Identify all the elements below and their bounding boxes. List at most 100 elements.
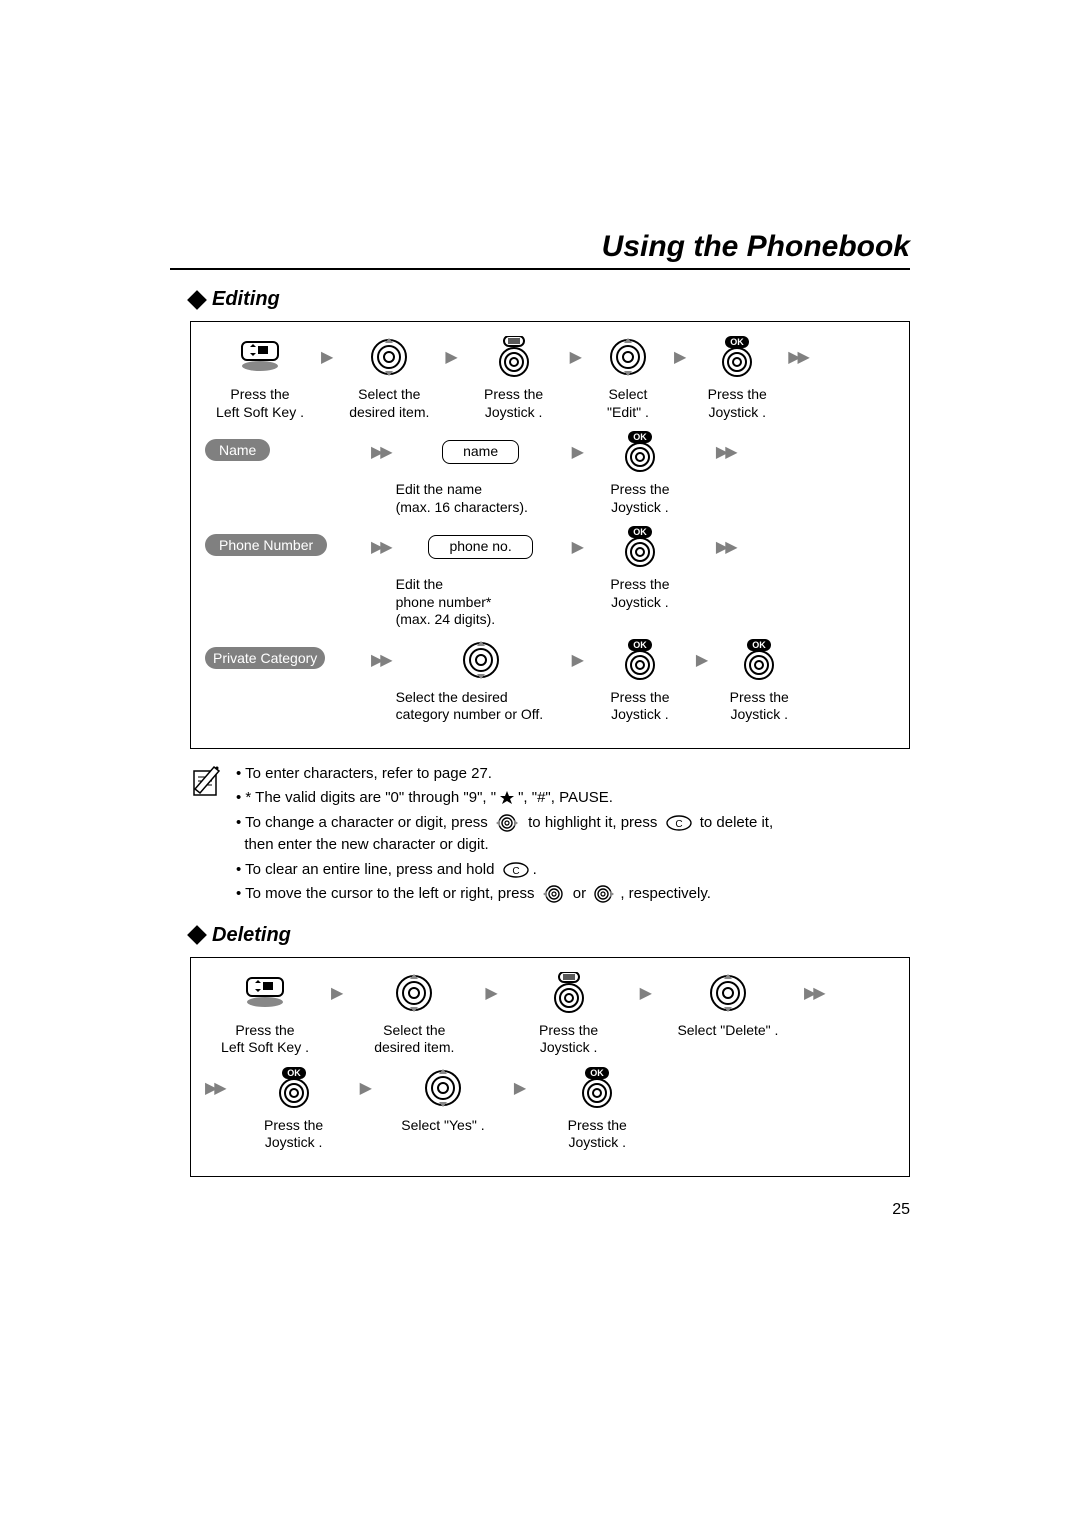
step-select-delete: Select "Delete" .	[658, 970, 798, 1040]
joystick-updown-icon	[708, 971, 748, 1015]
arrow-icon: ▶	[674, 334, 686, 380]
note-icon	[190, 763, 224, 908]
joystick-updown-icon	[394, 971, 434, 1015]
phone-pill: Phone Number	[205, 534, 327, 556]
c-key-icon	[666, 815, 692, 831]
step-edit-phone: phone no. Edit the phone number* (max. 2…	[396, 524, 566, 629]
joystick-updown-icon	[369, 335, 409, 379]
c-key-icon	[503, 862, 529, 878]
step-select-item: Select the desired item.	[349, 970, 479, 1057]
caption: Select the desired category number or Of…	[396, 689, 566, 724]
step-left-soft-key: Press the Left Soft Key .	[205, 334, 315, 421]
deleting-flow-box: Press the Left Soft Key . ▶ Select the d…	[190, 957, 910, 1177]
caption: Press the Joystick .	[708, 386, 767, 421]
step-select-item: Select the desired item.	[339, 334, 439, 421]
step-select-edit: Select "Edit" .	[588, 334, 668, 421]
diamond-bullet-icon	[187, 925, 207, 945]
diamond-bullet-icon	[187, 290, 207, 310]
category-pill: Private Category	[205, 647, 325, 669]
joystick-ok-icon	[620, 431, 660, 473]
page-number: 25	[892, 1201, 910, 1218]
caption: Press the Joystick .	[539, 1022, 598, 1057]
double-arrow-icon: ▶▶	[716, 429, 735, 475]
editing-flow-box: Press the Left Soft Key . ▶ Select the d…	[190, 321, 910, 749]
menu-joystick-icon	[549, 972, 589, 1014]
soft-key-icon	[243, 976, 287, 1010]
arrow-icon: ▶	[572, 637, 584, 683]
double-arrow-icon: ▶▶	[371, 637, 390, 683]
caption: Select the desired item.	[349, 386, 429, 421]
section-editing-head: Editing	[190, 288, 910, 311]
arrow-icon: ▶	[514, 1065, 526, 1111]
caption: Select the desired item.	[374, 1022, 454, 1057]
step-press-joystick-menu: Press the Joystick .	[464, 334, 564, 421]
name-pill: Name	[205, 439, 270, 461]
arrow-icon: ▶	[360, 1065, 372, 1111]
joystick-ok-icon	[274, 1067, 314, 1109]
step-press-ok-final: Press the Joystick .	[532, 1065, 662, 1152]
arrow-icon: ▶	[485, 970, 497, 1016]
note-line: To enter characters, refer to page 27.	[236, 763, 773, 786]
arrow-icon: ▶	[321, 334, 333, 380]
note-line: * The valid digits are "0" through "9", …	[236, 787, 773, 810]
name-label-col: Name	[205, 429, 365, 461]
joystick-ok-icon	[717, 336, 757, 378]
step-edit-name: name Edit the name (max. 16 characters).	[396, 429, 566, 516]
note-line: To change a character or digit, press to…	[236, 812, 773, 857]
double-arrow-icon: ▶▶	[716, 524, 735, 570]
caption: Press the Left Soft Key .	[216, 386, 304, 421]
arrow-icon: ▶	[572, 429, 584, 475]
caption: Select "Edit" .	[607, 386, 649, 421]
caption: Press the Joystick .	[568, 1117, 627, 1152]
category-label-col: Private Category	[205, 637, 365, 669]
note-line: To clear an entire line, press and hold …	[236, 859, 773, 882]
joystick-updown-icon	[608, 335, 648, 379]
step-left-soft-key: Press the Left Soft Key .	[205, 970, 325, 1057]
step-press-ok: Press the Joystick .	[590, 637, 690, 724]
caption: Press the Joystick .	[610, 481, 669, 516]
editing-phone-row: Phone Number ▶▶ phone no. Edit the phone…	[205, 524, 895, 629]
double-arrow-icon: ▶▶	[371, 524, 390, 570]
step-press-ok: Press the Joystick .	[590, 524, 690, 611]
editing-row-1: Press the Left Soft Key . ▶ Select the d…	[205, 334, 895, 421]
step-press-ok: Press the Joystick .	[590, 429, 690, 516]
section-editing-title: Editing	[212, 288, 280, 311]
name-field-box: name	[442, 440, 519, 464]
joystick-lr-small-icon	[496, 814, 520, 832]
double-arrow-icon: ▶▶	[205, 1065, 224, 1111]
caption: Select "Yes" .	[401, 1117, 484, 1135]
section-deleting-head: Deleting	[190, 924, 910, 947]
joystick-ok-icon	[739, 639, 779, 681]
caption: Press the Joystick .	[610, 689, 669, 724]
arrow-icon: ▶	[696, 637, 708, 683]
caption: Edit the name (max. 16 characters).	[396, 481, 566, 516]
arrow-icon: ▶	[572, 524, 584, 570]
phone-label-col: Phone Number	[205, 524, 365, 556]
joystick-ok-icon	[620, 526, 660, 568]
joystick-right-small-icon	[594, 885, 616, 903]
deleting-row-1: Press the Left Soft Key . ▶ Select the d…	[205, 970, 895, 1057]
double-arrow-icon: ▶▶	[788, 334, 807, 380]
deleting-row-2: ▶▶ Press the Joystick . ▶ Select "Yes" .…	[205, 1065, 895, 1152]
step-select-category: Select the desired category number or Of…	[396, 637, 566, 724]
phone-field-box: phone no.	[428, 535, 532, 559]
joystick-updown-icon	[461, 638, 501, 682]
section-deleting-title: Deleting	[212, 924, 291, 947]
caption: Press the Joystick .	[730, 689, 789, 724]
joystick-ok-icon	[577, 1067, 617, 1109]
arrow-icon: ▶	[445, 334, 457, 380]
joystick-left-small-icon	[543, 885, 565, 903]
arrow-icon: ▶	[331, 970, 343, 1016]
chapter-title-row: Using the Phonebook	[170, 230, 910, 270]
joystick-ok-icon	[620, 639, 660, 681]
joystick-updown-icon	[423, 1066, 463, 1110]
caption: Edit the phone number* (max. 24 digits).	[396, 576, 566, 629]
chapter-title: Using the Phonebook	[602, 230, 910, 263]
note-line: To move the cursor to the left or right,…	[236, 883, 773, 906]
caption: Select "Delete" .	[677, 1022, 778, 1040]
notes-block: To enter characters, refer to page 27. *…	[190, 763, 910, 908]
editing-category-row: Private Category ▶▶ Select the desired c…	[205, 637, 895, 724]
arrow-icon: ▶	[640, 970, 652, 1016]
step-press-ok: Press the Joystick .	[234, 1065, 354, 1152]
caption: Press the Left Soft Key .	[221, 1022, 309, 1057]
